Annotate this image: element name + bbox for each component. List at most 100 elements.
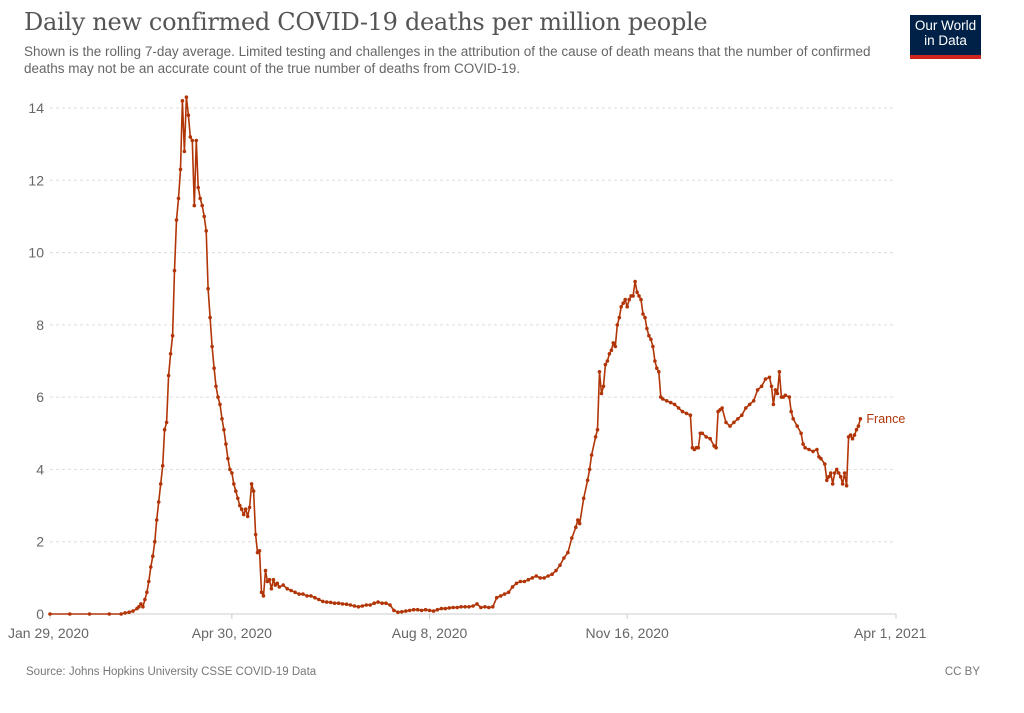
- data-point: [751, 399, 756, 403]
- data-point: [607, 352, 612, 356]
- logo-line-1: Our World: [914, 18, 977, 33]
- data-point: [230, 471, 234, 475]
- data-point: [789, 409, 793, 414]
- data-point: [160, 464, 165, 468]
- data-point: [234, 489, 238, 493]
- data-point: [352, 604, 357, 608]
- data-point: [149, 565, 153, 569]
- data-point: [222, 427, 226, 432]
- data-point: [775, 391, 780, 396]
- data-point: [206, 286, 210, 291]
- data-point: [574, 525, 578, 530]
- data-point: [609, 348, 614, 353]
- data-point: [202, 214, 206, 219]
- data-point: [827, 474, 831, 479]
- data-point: [328, 600, 333, 605]
- data-point: [285, 586, 290, 591]
- data-point: [471, 604, 475, 608]
- data-point: [522, 579, 527, 584]
- data-point: [664, 399, 669, 403]
- data-point: [344, 602, 349, 606]
- data-point: [661, 397, 665, 401]
- data-point: [639, 297, 643, 302]
- data-point: [263, 568, 268, 573]
- y-tick-label: 10: [28, 245, 44, 261]
- data-point: [243, 507, 248, 512]
- data-point: [625, 305, 629, 309]
- data-point: [241, 512, 246, 517]
- data-point: [388, 603, 392, 607]
- data-point: [483, 605, 487, 609]
- data-point: [259, 590, 264, 595]
- data-point: [158, 482, 163, 486]
- data-point: [459, 605, 463, 609]
- data-point: [643, 315, 647, 320]
- data-point: [447, 606, 452, 610]
- data-point: [376, 600, 380, 604]
- x-tick-label: Apr 1, 2021: [854, 625, 927, 641]
- data-point: [216, 395, 220, 399]
- data-point: [277, 585, 282, 589]
- data-point: [688, 413, 693, 418]
- data-point: [164, 420, 169, 425]
- data-point: [210, 344, 214, 349]
- data-point: [180, 99, 185, 103]
- data-point: [475, 602, 479, 606]
- data-point: [554, 568, 558, 573]
- data-point: [714, 445, 718, 450]
- data-point: [595, 427, 600, 432]
- data-point: [145, 590, 149, 595]
- data-point: [336, 601, 341, 605]
- data-point: [257, 549, 262, 553]
- data-point: [858, 417, 863, 421]
- data-point: [627, 297, 631, 302]
- data-point: [844, 483, 849, 488]
- chart-subtitle: Shown is the rolling 7-day average. Limi…: [24, 44, 871, 76]
- data-point: [641, 312, 645, 316]
- data-point: [419, 608, 424, 613]
- data-point: [619, 305, 623, 309]
- data-point: [542, 576, 546, 580]
- y-tick-label: 8: [36, 317, 44, 333]
- owid-logo[interactable]: Our World in Data: [910, 15, 981, 59]
- data-point: [251, 489, 256, 493]
- data-point: [360, 604, 365, 608]
- data-point: [566, 550, 570, 555]
- data-point: [807, 447, 811, 452]
- data-point: [732, 420, 736, 425]
- x-axis: Jan 29, 2020 Apr 30, 2020 Aug 8, 2020 Nov 1…: [8, 613, 927, 641]
- data-point: [655, 366, 659, 371]
- data-point: [740, 413, 744, 418]
- data-point: [494, 595, 499, 600]
- data-point: [198, 196, 202, 201]
- data-point: [184, 95, 189, 99]
- data-point: [534, 574, 539, 578]
- data-point: [239, 507, 244, 512]
- data-point: [212, 366, 216, 371]
- data-point: [491, 605, 495, 609]
- data-point: [321, 599, 325, 604]
- license-link[interactable]: CC BY: [944, 666, 980, 678]
- data-point: [236, 496, 240, 501]
- data-point: [597, 370, 602, 374]
- data-point: [245, 514, 250, 519]
- data-point: [178, 167, 183, 172]
- data-point: [581, 496, 586, 501]
- gridlines: [50, 107, 896, 543]
- data-point: [356, 605, 361, 609]
- data-point: [587, 467, 592, 472]
- data-point: [48, 612, 52, 616]
- data-point: [275, 581, 280, 586]
- data-point: [147, 579, 151, 584]
- data-point: [593, 435, 598, 439]
- data-point: [558, 563, 562, 567]
- source-note[interactable]: Source: Johns Hopkins University CSSE CO…: [26, 666, 317, 678]
- data-point: [653, 359, 657, 363]
- data-point: [309, 594, 313, 598]
- data-point: [530, 576, 535, 580]
- data-point: [647, 333, 651, 338]
- data-point: [170, 333, 175, 338]
- data-point: [123, 611, 127, 615]
- data-point: [249, 482, 254, 486]
